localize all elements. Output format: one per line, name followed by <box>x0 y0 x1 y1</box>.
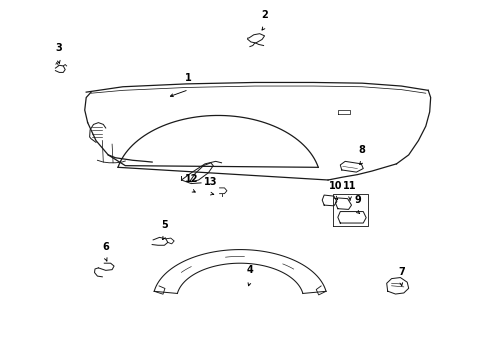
Text: 6: 6 <box>102 242 109 252</box>
Text: 11: 11 <box>343 181 357 191</box>
Text: 8: 8 <box>359 145 366 155</box>
Text: 10: 10 <box>329 181 342 191</box>
Text: 9: 9 <box>354 195 361 205</box>
Text: 3: 3 <box>55 43 62 53</box>
Text: 5: 5 <box>161 220 168 230</box>
Text: 13: 13 <box>204 177 218 187</box>
Text: 4: 4 <box>246 265 253 275</box>
Text: 1: 1 <box>185 73 192 83</box>
Text: 7: 7 <box>398 267 405 277</box>
Text: 2: 2 <box>261 10 268 21</box>
Text: 12: 12 <box>185 174 198 184</box>
